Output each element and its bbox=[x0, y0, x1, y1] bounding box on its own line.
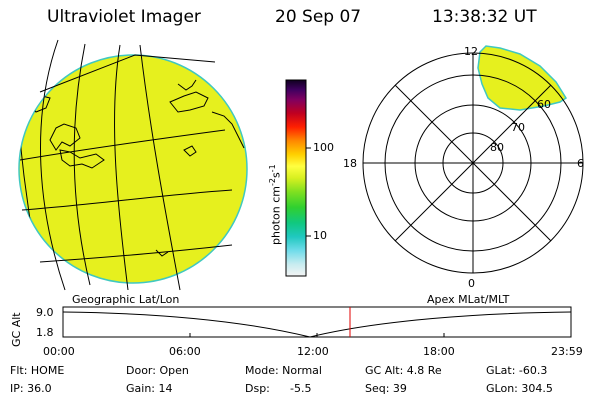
coastline bbox=[49, 123, 81, 151]
instrument-title: Ultraviolet Imager bbox=[47, 7, 201, 27]
meridian-line bbox=[139, 44, 181, 291]
orbit-altitude-curve bbox=[62, 311, 572, 338]
ip-value: IP: 36.0 bbox=[10, 382, 52, 395]
geographic-longitude: GLon: 304.5 bbox=[486, 382, 553, 395]
orbit-x-tick-label: 18:00 bbox=[423, 345, 455, 358]
orbit-plot bbox=[62, 306, 572, 338]
meridian-line bbox=[40, 39, 66, 291]
door-status: Door: Open bbox=[126, 364, 189, 377]
gc-altitude: GC Alt: 4.8 Re bbox=[365, 364, 442, 377]
sequence-number: Seq: 39 bbox=[365, 382, 407, 395]
unit-photon-cm: photon cm bbox=[269, 186, 283, 245]
unit-exp-s: -1 bbox=[268, 164, 277, 173]
time-label: 13:38:32 UT bbox=[432, 7, 537, 27]
mlt-label-6: 6 bbox=[577, 157, 584, 170]
unit-s: s bbox=[269, 172, 283, 179]
dsp-label: Dsp: bbox=[245, 382, 270, 395]
orbit-x-tick-label: 23:59 bbox=[551, 345, 583, 358]
mlt-label-12: 12 bbox=[464, 45, 478, 58]
colorbar-unit-label: photon cm-2s-1 bbox=[268, 164, 283, 245]
gain-value: Gain: 14 bbox=[126, 382, 173, 395]
orbit-x-tick-label: 06:00 bbox=[169, 345, 201, 358]
mlt-label-0: 0 bbox=[468, 277, 475, 290]
parallel-line bbox=[19, 129, 226, 161]
orbit-y-axis-label: GC Alt bbox=[10, 312, 23, 347]
polar-plot bbox=[362, 45, 584, 274]
colorbar bbox=[285, 79, 311, 277]
date-label: 20 Sep 07 bbox=[275, 7, 362, 27]
mlat-label-60: 60 bbox=[537, 98, 551, 111]
meridian-line bbox=[114, 44, 129, 291]
coastline bbox=[169, 91, 209, 113]
meridian-line bbox=[39, 54, 216, 93]
orbit-y-min: 1.8 bbox=[36, 326, 54, 339]
coastline bbox=[183, 145, 197, 157]
auroral-emission-region bbox=[477, 45, 568, 111]
dsp-value: -5.5 bbox=[290, 382, 312, 395]
parallel-line bbox=[21, 189, 233, 211]
geo-grid bbox=[19, 39, 233, 291]
mlt-label-18: 18 bbox=[343, 157, 357, 170]
coastline bbox=[35, 259, 53, 277]
meridian-line bbox=[73, 43, 91, 286]
geographic-latitude: GLat: -60.3 bbox=[486, 364, 548, 377]
parallel-line bbox=[39, 244, 233, 263]
orbit-x-tick-label: 12:00 bbox=[297, 345, 329, 358]
unit-exp-cm: -2 bbox=[268, 178, 277, 187]
mlat-label-80: 80 bbox=[490, 141, 504, 154]
colorbar-gradient bbox=[285, 79, 307, 277]
orbit-x-tick-label: 00:00 bbox=[43, 345, 75, 358]
coastline bbox=[155, 249, 169, 257]
mlat-label-70: 70 bbox=[511, 121, 525, 134]
coastline bbox=[177, 79, 197, 91]
coastline bbox=[59, 149, 105, 169]
colorbar-label-10: 10 bbox=[313, 229, 327, 242]
coastline bbox=[211, 111, 245, 149]
orbit-plot-frame bbox=[62, 306, 572, 338]
mlt-diagonal bbox=[394, 84, 552, 242]
mode-status: Mode: Normal bbox=[245, 364, 322, 377]
apex-label: Apex MLat/MLT bbox=[427, 293, 510, 306]
flight-status: Flt: HOME bbox=[10, 364, 65, 377]
orbit-y-max: 9.0 bbox=[36, 306, 54, 319]
geographic-label: Geographic Lat/Lon bbox=[72, 293, 180, 306]
colorbar-label-100: 100 bbox=[313, 141, 334, 154]
